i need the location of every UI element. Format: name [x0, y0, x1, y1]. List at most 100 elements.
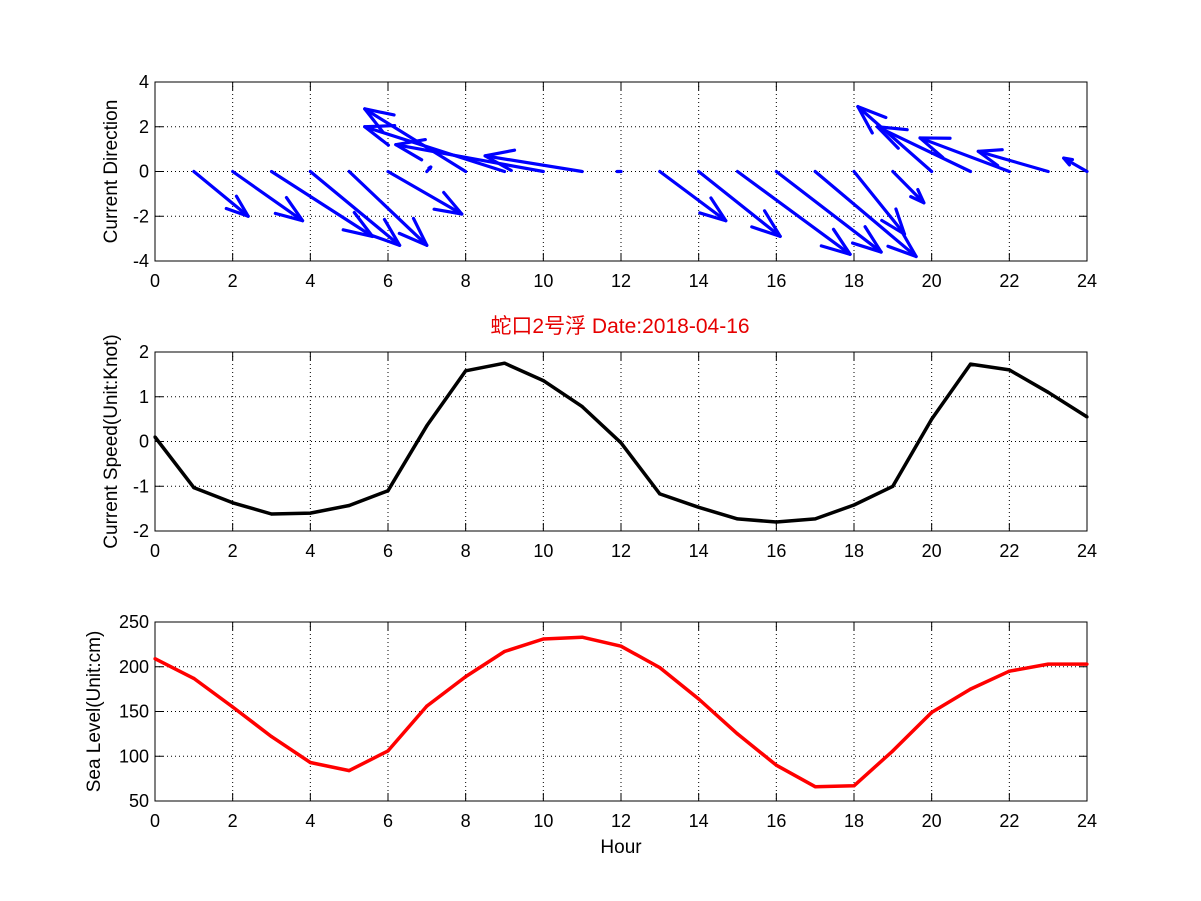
quiver-arrow	[774, 169, 883, 254]
data-point	[192, 485, 196, 490]
x-tick-label: 4	[305, 811, 315, 831]
quiver-arrow	[891, 169, 926, 205]
x-tick-label: 16	[766, 541, 786, 561]
data-point	[425, 704, 429, 708]
quiver-arrow	[394, 137, 545, 174]
quiver-arrow	[697, 169, 782, 238]
x-tick-label: 22	[999, 271, 1019, 291]
data-point	[1085, 662, 1089, 666]
data-point	[1046, 662, 1050, 666]
data-point	[891, 749, 895, 753]
data-point	[774, 763, 778, 767]
data-point	[541, 379, 545, 383]
x-tick-label: 10	[533, 541, 553, 561]
x-tick-label: 20	[922, 811, 942, 831]
data-point	[1007, 669, 1011, 673]
x-tick-label: 8	[461, 541, 471, 561]
data-point	[619, 441, 623, 445]
x-tick-label: 0	[150, 811, 160, 831]
x-tick-label: 8	[461, 271, 471, 291]
data-point	[852, 503, 856, 507]
y-tick-label: 0	[139, 162, 149, 182]
x-tick-label: 12	[611, 541, 631, 561]
quiver-arrow	[1062, 156, 1089, 174]
x-tick-label: 14	[689, 541, 709, 561]
data-point	[464, 674, 468, 679]
x-tick-label: 6	[383, 271, 393, 291]
x-tick-label: 18	[844, 271, 864, 291]
data-point	[658, 666, 662, 670]
data-point	[1046, 390, 1050, 394]
data-point	[464, 369, 468, 373]
x-tick-label: 22	[999, 811, 1019, 831]
y-tick-label: 2	[139, 117, 149, 137]
data-point	[192, 676, 196, 680]
y-tick-label: 200	[119, 657, 149, 677]
x-tick-label: 12	[611, 811, 631, 831]
quiver-arrow	[231, 169, 305, 223]
data-point	[658, 492, 662, 496]
quiver-arrow	[425, 165, 433, 174]
data-point	[386, 489, 390, 493]
data-point	[308, 760, 312, 765]
data-point	[153, 435, 157, 439]
x-tick-label: 18	[844, 541, 864, 561]
quiver-arrow	[658, 169, 728, 223]
quiver-arrow	[363, 123, 507, 174]
data-point	[386, 749, 390, 753]
x-tick-label: 2	[228, 271, 238, 291]
y-tick-label: 0	[139, 432, 149, 452]
data-point	[968, 687, 973, 691]
data-point	[308, 511, 312, 515]
data-point	[735, 517, 740, 521]
y-axis-label: Current Direction	[101, 100, 122, 244]
data-point	[619, 644, 623, 648]
data-point	[231, 705, 235, 709]
y-tick-label: 100	[119, 746, 149, 766]
x-tick-label: 2	[228, 541, 238, 561]
y-tick-label: 2	[139, 342, 149, 362]
x-tick-label: 4	[305, 271, 315, 291]
y-tick-label: -2	[133, 521, 149, 541]
data-point	[774, 520, 778, 524]
quiver-arrow	[852, 169, 907, 236]
y-tick-label: -1	[133, 476, 149, 496]
y-tick-label: 50	[129, 791, 149, 811]
x-tick-label: 24	[1077, 541, 1097, 561]
data-point	[580, 404, 584, 409]
y-tick-label: 150	[119, 702, 149, 722]
y-axis-label: Current Speed(Unit:Knot)	[101, 334, 122, 548]
x-tick-label: 16	[766, 811, 786, 831]
quiver-arrow	[386, 169, 464, 216]
data-point	[153, 657, 157, 661]
data-point	[891, 484, 895, 488]
data-point	[425, 424, 429, 428]
data-point	[502, 361, 507, 365]
quiver-arrow	[875, 125, 973, 174]
x-tick-label: 12	[611, 271, 631, 291]
y-tick-label: 4	[139, 72, 149, 92]
x-tick-label: 10	[533, 811, 553, 831]
quiver-arrow	[308, 169, 402, 247]
y-tick-label: 250	[119, 612, 149, 632]
quiver-arrow	[735, 169, 852, 256]
y-tick-label: -2	[133, 206, 149, 226]
quiver-arrow	[192, 169, 250, 218]
x-axis-label: Hour	[600, 837, 642, 858]
x-tick-label: 24	[1077, 811, 1097, 831]
x-tick-label: 14	[689, 271, 709, 291]
data-point	[930, 417, 934, 421]
data-point	[1007, 368, 1011, 372]
x-tick-label: 10	[533, 271, 553, 291]
y-tick-label: -4	[133, 251, 149, 271]
data-point	[347, 503, 351, 508]
x-tick-label: 6	[383, 541, 393, 561]
data-point	[269, 734, 274, 739]
data-point	[735, 732, 740, 736]
x-tick-label: 6	[383, 811, 393, 831]
figure-title: 蛇口2号浮 Date:2018-04-16	[490, 315, 749, 338]
data-point	[269, 512, 274, 516]
